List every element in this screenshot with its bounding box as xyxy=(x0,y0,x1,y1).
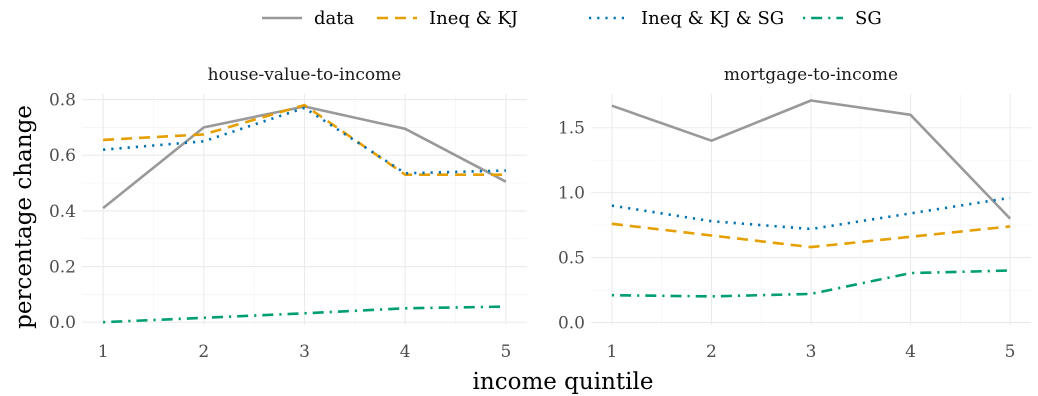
series-line-ineq_kj xyxy=(611,222,1011,249)
x-tick-label: 2 xyxy=(706,342,717,362)
legend-label: Ineq & KJ & SG xyxy=(641,8,784,29)
x-tick-label: 5 xyxy=(1005,342,1016,362)
legend-item-ineq_kj_sg: Ineq & KJ & SG xyxy=(589,8,784,29)
x-tick-label: 2 xyxy=(198,342,209,362)
y-axis-title: percentage change xyxy=(11,105,37,329)
panel-title: mortgage-to-income xyxy=(724,65,898,85)
y-tick-label: 0.6 xyxy=(49,146,76,166)
series-line-ineq_kj_sg xyxy=(102,106,506,175)
chart-panels: 1 2 3 4 5 0.0 0.2 0.4 0.6 0.8 house-value-to-incom… xyxy=(49,65,1031,362)
x-tick-label: 1 xyxy=(606,342,617,362)
series-line-data xyxy=(611,99,1012,220)
x-tick-label: 3 xyxy=(806,342,817,362)
series-line-sg xyxy=(611,269,1011,298)
y-tick-label: 0.0 xyxy=(49,313,76,333)
series-line-ineq_kj_sg xyxy=(611,196,1011,231)
panel-title: house-value-to-income xyxy=(208,65,402,85)
panel-2: 1 2 3 4 5 0.0 0.5 1.0 1.5 mortgage-to-income xyxy=(558,65,1031,362)
x-tick-label: 3 xyxy=(299,342,310,362)
y-tick-label: 0.8 xyxy=(49,91,76,111)
x-tick-label: 5 xyxy=(500,342,511,362)
y-tick-label: 0.5 xyxy=(558,249,585,269)
legend-label: data xyxy=(314,8,354,29)
x-axis-title: income quintile xyxy=(473,369,654,395)
legend-item-data: data xyxy=(262,8,354,29)
legend-label: SG xyxy=(855,8,882,29)
y-tick-label: 0.4 xyxy=(49,202,76,222)
x-tick-label: 1 xyxy=(98,342,109,362)
legend-item-ineq_kj: Ineq & KJ xyxy=(377,8,518,29)
y-tick-label: 0.2 xyxy=(49,258,76,278)
legend-item-sg: SG xyxy=(803,8,882,29)
x-tick-label: 4 xyxy=(905,342,916,362)
x-tick-label: 4 xyxy=(400,342,411,362)
y-tick-label: 0.0 xyxy=(558,313,585,333)
y-tick-label: 1.0 xyxy=(558,184,585,204)
y-tick-label: 1.5 xyxy=(558,119,585,139)
panel-1: 1 2 3 4 5 0.0 0.2 0.4 0.6 0.8 house-value-to-incom… xyxy=(49,65,527,362)
series-line-sg xyxy=(103,305,506,324)
series-line-ineq_kj xyxy=(103,103,506,176)
legend: data Ineq & KJ Ineq & KJ & SG SG xyxy=(262,8,882,29)
legend-label: Ineq & KJ xyxy=(429,8,518,29)
